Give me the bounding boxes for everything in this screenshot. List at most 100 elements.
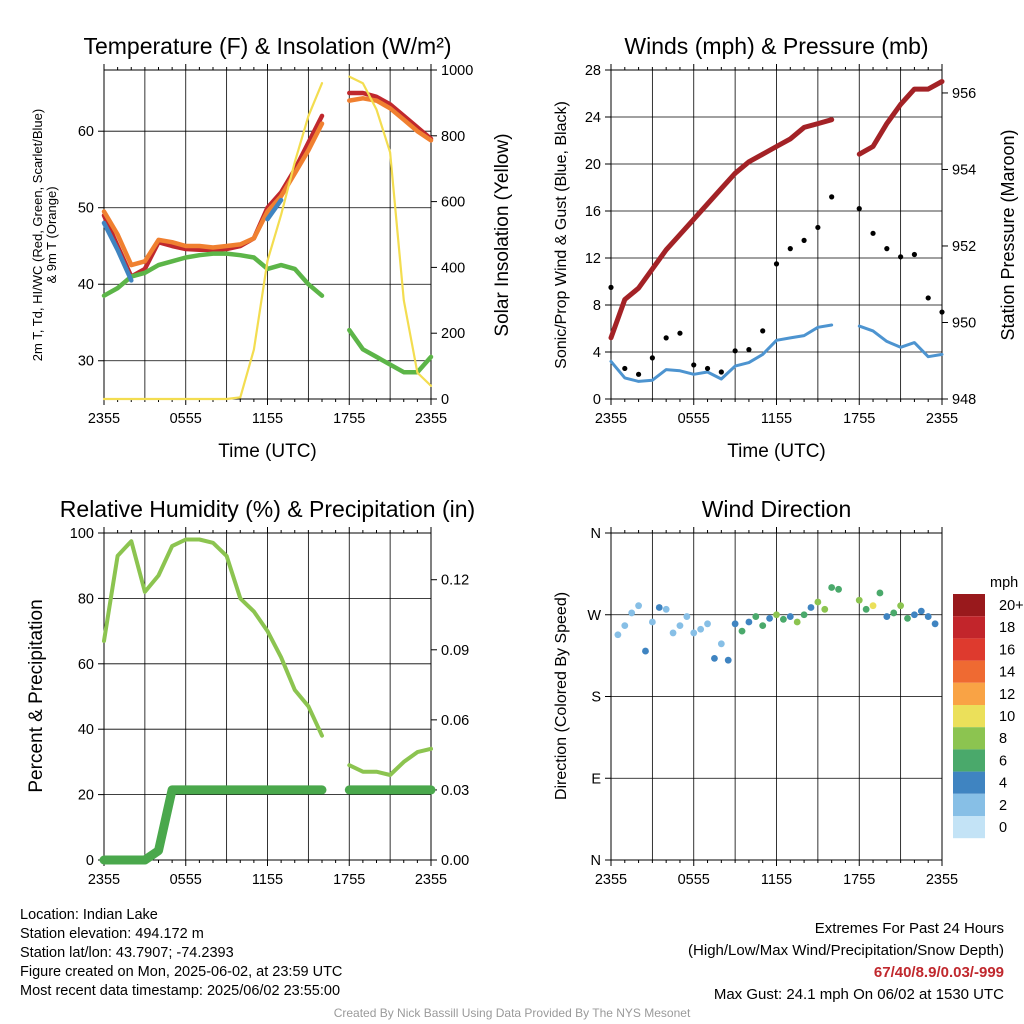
dir-title: Wind Direction — [702, 496, 852, 522]
wind-xtick-label: 2355 — [926, 411, 958, 427]
speed-legend-swatch — [953, 749, 985, 772]
dir-point — [779, 615, 787, 623]
rh-xtick-label: 2355 — [415, 872, 447, 888]
wind-gust-point — [732, 348, 738, 354]
dir-point — [669, 629, 677, 637]
credit-text: Created By Nick Bassill Using Data Provi… — [333, 1006, 691, 1020]
wind-gust-point — [898, 254, 904, 260]
wind-xlabel: Time (UTC) — [727, 441, 826, 462]
wind-gust-point — [691, 362, 697, 368]
temp-ytick-label-left: 30 — [78, 354, 94, 370]
speed-legend-label: 0 — [999, 820, 1007, 836]
wind-gust-point — [704, 365, 711, 372]
temp-series-solar-insolation — [348, 75, 433, 387]
wind-gust-point — [870, 230, 876, 236]
dir-point — [662, 605, 670, 613]
temp-series-2m-t — [347, 90, 434, 142]
rh-xtick-label: 1155 — [252, 872, 283, 888]
temp-series-solar-insolation — [102, 82, 324, 401]
speed-legend-label: 4 — [999, 776, 1007, 792]
dir-point — [745, 618, 753, 626]
wind-ylabel-left: Sonic/Prop Wind & Gust (Blue, Black) — [553, 101, 570, 369]
dir-point — [786, 613, 794, 620]
dir-point — [614, 631, 622, 639]
temp-ytick-label-right: 0 — [441, 392, 449, 408]
dir-point — [642, 647, 649, 655]
speed-legend-swatch — [953, 816, 985, 839]
wind-ytick-label-left: 28 — [585, 63, 601, 79]
wind-ytick-label-left: 0 — [593, 392, 601, 408]
rh-xtick-label: 0555 — [170, 872, 202, 888]
extremes-subtitle: (High/Low/Max Wind/Precipitation/Snow De… — [688, 942, 1004, 959]
wind-xtick-label: 1755 — [843, 411, 875, 427]
dir-point — [869, 602, 877, 610]
dir-ytick-label-left: E — [591, 771, 601, 787]
wind-series-station-pressure — [608, 117, 835, 341]
dir-ytick-label-left: W — [587, 608, 601, 624]
rh-xtick-label: 1755 — [333, 872, 365, 888]
dir-point — [835, 585, 842, 593]
temp-ylabel-right: Solar Insolation (Yellow) — [492, 133, 513, 336]
wind-series-sonic-wind — [857, 324, 944, 359]
wind-gust-point — [760, 328, 766, 334]
extremes-values: 67/40/8.9/0.03/-999 — [873, 964, 1004, 981]
dir-point — [711, 654, 718, 662]
rh-ytick-label-left: 60 — [78, 657, 94, 673]
wind-ytick-label-right: 950 — [952, 315, 976, 331]
wind-series-station-pressure — [856, 79, 945, 157]
rh-ylabel-left: Percent & Precipitation — [26, 599, 47, 792]
wind-gust-point — [856, 206, 862, 212]
wind-gust-point — [649, 355, 655, 361]
temp-xtick-label: 2355 — [415, 411, 447, 427]
wind-gust-point — [635, 371, 642, 377]
dir-point — [793, 618, 801, 626]
temp-ytick-label-right: 800 — [441, 129, 465, 145]
dir-point — [655, 604, 663, 611]
dir-xtick-label: 2355 — [926, 872, 958, 888]
speed-legend-swatch — [953, 793, 985, 816]
wind-gust-point — [829, 194, 835, 200]
speed-legend-label: 14 — [999, 665, 1015, 681]
rh-ytick-label-left: 100 — [70, 526, 94, 542]
rh-panel: Relative Humidity (%) & Precipitation (i… — [26, 496, 475, 888]
wind-ytick-label-left: 20 — [585, 157, 601, 173]
wind-ylabel-right: Station Pressure (Maroon) — [998, 129, 1018, 340]
rh-series-precipitation — [99, 785, 327, 865]
dir-point — [697, 625, 705, 633]
temp-ytick-label-right: 400 — [441, 260, 465, 276]
temp-ytick-label-right: 200 — [441, 326, 465, 342]
wind-gust-point — [608, 284, 614, 290]
wind-gust-point — [911, 251, 918, 258]
temp-xtick-label: 2355 — [88, 411, 120, 427]
dir-ytick-label-left: N — [591, 853, 601, 869]
wind-gust-point — [677, 330, 683, 336]
dir-point — [676, 622, 684, 630]
speed-legend-swatch — [953, 705, 985, 728]
speed-legend-swatch — [953, 638, 985, 661]
rh-ytick-label-left: 80 — [78, 591, 94, 607]
dir-xtick-label: 0555 — [678, 872, 710, 888]
wind-series-sonic-wind — [609, 323, 834, 383]
wind-ytick-label-left: 24 — [585, 110, 601, 126]
temp-series-td — [101, 251, 325, 298]
speed-legend: mph 20+ 18 16 14 12 10 8 6 4 2 0 — [953, 575, 1024, 839]
rh-series-relative-humidity — [102, 537, 324, 738]
wind-gust-point — [663, 335, 669, 341]
extremes-title: Extremes For Past 24 Hours — [814, 920, 1004, 937]
rh-ytick-label-right: 0.06 — [441, 713, 469, 729]
dir-xtick-label: 2355 — [595, 872, 627, 888]
temp-series-9m-t — [347, 96, 434, 143]
speed-legend-swatch — [953, 616, 985, 639]
rh-series-relative-humidity — [347, 746, 433, 777]
dir-point — [904, 614, 911, 622]
wind-gust-point — [622, 365, 628, 372]
temp-ytick-label-right: 600 — [441, 195, 465, 211]
extremes-info: Extremes For Past 24 Hours (High/Low/Max… — [688, 918, 1004, 1006]
speed-legend-label: 2 — [999, 798, 1007, 814]
dir-point — [635, 602, 642, 610]
station-info: Location: Indian Lake Station elevation:… — [20, 906, 342, 1001]
dir-point — [917, 607, 925, 615]
temp-ytick-label-left: 40 — [78, 277, 94, 293]
dir-point — [724, 656, 732, 664]
dir-point — [717, 640, 725, 648]
